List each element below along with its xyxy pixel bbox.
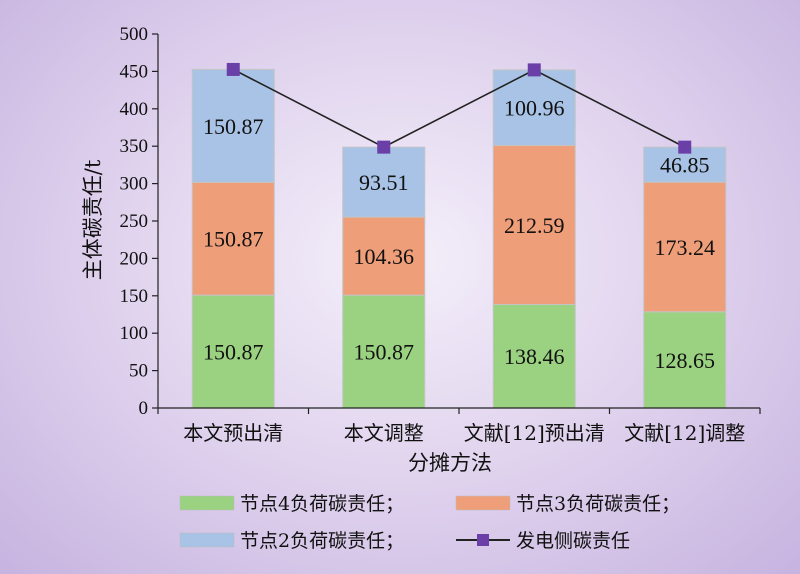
generation-point-2 bbox=[527, 63, 541, 77]
generation-point-0 bbox=[226, 62, 240, 76]
data-label-series1-cat3: 173.24 bbox=[655, 235, 716, 260]
legend: 节点4负荷碳责任； 节点3负荷碳责任； 节点2负荷碳责任； 发电侧碳责任 bbox=[179, 493, 680, 552]
y-tick-label-300: 300 bbox=[120, 174, 149, 195]
bar-series1-cat2 bbox=[492, 144, 576, 305]
data-label-series1-cat2: 212.59 bbox=[504, 213, 565, 238]
data-label-series0-cat0: 150.87 bbox=[203, 340, 264, 365]
y-tick-label-0: 0 bbox=[139, 398, 149, 419]
bar-series1-cat1 bbox=[342, 216, 426, 296]
bar-series1-cat0 bbox=[191, 181, 275, 296]
y-tick-label-450: 450 bbox=[120, 61, 149, 82]
data-label-series2-cat1: 93.51 bbox=[359, 170, 409, 195]
data-labels-layer: 150.87 150.87 150.87 150.87 104.36 93.51 138.4… bbox=[203, 96, 715, 373]
y-tick-label-350: 350 bbox=[120, 136, 149, 157]
axes-layer: 0 50 100 150 200 250 300 350 400 450 500 本文预出清 本文调整 文… bbox=[120, 24, 761, 445]
bar-series2-cat2 bbox=[492, 69, 576, 146]
bar-series0-cat0 bbox=[191, 294, 275, 409]
bars-layer bbox=[191, 68, 727, 409]
x-tick-label-0: 本文预出清 bbox=[183, 421, 283, 445]
x-tick-label-1: 本文调整 bbox=[344, 421, 424, 445]
legend-label-node2: 节点2负荷碳责任； bbox=[240, 530, 404, 552]
y-tick-label-500: 500 bbox=[120, 24, 149, 45]
x-axis-title: 分摊方法 bbox=[408, 451, 492, 475]
generation-point-3 bbox=[678, 140, 692, 154]
data-label-series0-cat1: 150.87 bbox=[354, 340, 415, 365]
y-tick-label-150: 150 bbox=[120, 286, 149, 307]
legend-swatch-node2 bbox=[179, 532, 235, 548]
generation-carbon-line bbox=[232, 68, 686, 149]
legend-swatch-node4 bbox=[179, 495, 235, 511]
y-tick-label-250: 250 bbox=[120, 211, 149, 232]
data-label-series0-cat2: 138.46 bbox=[504, 344, 565, 369]
legend-marker-generation bbox=[477, 534, 489, 546]
line-layer bbox=[226, 62, 692, 154]
bar-series1-cat3 bbox=[643, 181, 727, 313]
legend-label-node3: 节点3负荷碳责任； bbox=[516, 493, 680, 515]
bar-series0-cat1 bbox=[342, 294, 426, 409]
data-label-series0-cat3: 128.65 bbox=[655, 348, 716, 373]
data-label-series1-cat1: 104.36 bbox=[354, 244, 415, 269]
y-tick-label-400: 400 bbox=[120, 99, 149, 120]
bar-series0-cat3 bbox=[643, 311, 727, 409]
data-label-series1-cat0: 150.87 bbox=[203, 227, 264, 252]
data-label-series2-cat2: 100.96 bbox=[504, 96, 565, 121]
x-tick-label-2: 文献[12]预出清 bbox=[464, 421, 605, 445]
x-tick-label-3: 文献[12]调整 bbox=[624, 421, 745, 445]
legend-swatch-node3 bbox=[455, 495, 511, 511]
data-label-series2-cat0: 150.87 bbox=[203, 114, 264, 139]
legend-label-generation: 发电侧碳责任 bbox=[516, 530, 630, 552]
legend-label-node4: 节点4负荷碳责任； bbox=[240, 493, 404, 515]
y-tick-label-200: 200 bbox=[120, 248, 149, 269]
y-tick-label-100: 100 bbox=[120, 323, 149, 344]
bar-series2-cat1 bbox=[342, 146, 426, 218]
generation-point-1 bbox=[377, 140, 391, 154]
y-tick-label-50: 50 bbox=[129, 361, 148, 382]
y-axis-title: 主体碳责任/t bbox=[81, 159, 105, 280]
data-label-series2-cat3: 46.85 bbox=[660, 153, 710, 178]
